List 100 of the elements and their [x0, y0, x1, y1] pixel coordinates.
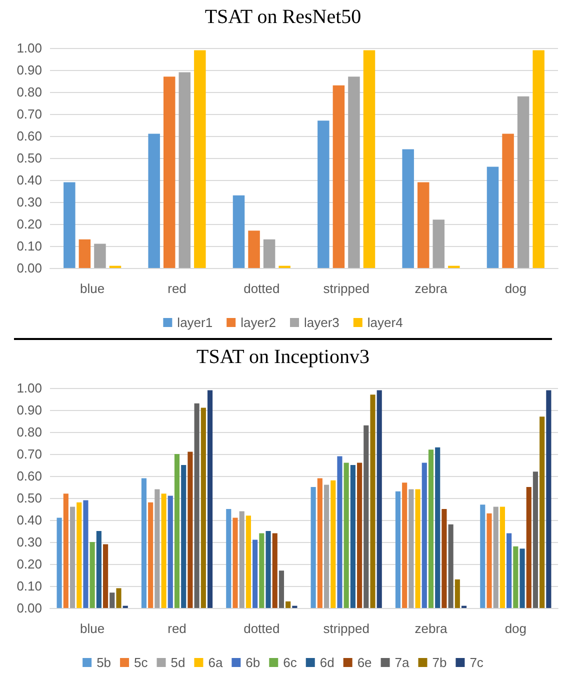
bar — [207, 390, 213, 608]
x-tick-label: dotted — [244, 281, 280, 296]
bar — [332, 85, 345, 268]
bar — [408, 489, 414, 608]
bar — [232, 195, 245, 268]
bar — [154, 489, 160, 608]
y-tick-label: 0.20 — [16, 216, 42, 232]
legend-label: 6b — [246, 655, 260, 670]
y-tick-label: 0.90 — [16, 62, 42, 78]
chart-title: TSAT on ResNet50 — [204, 6, 362, 28]
bar — [348, 76, 360, 268]
bar — [486, 513, 492, 608]
bar — [248, 230, 260, 268]
y-tick-label: 1.00 — [16, 380, 42, 396]
bar — [422, 462, 427, 608]
x-tick-label: zebra — [414, 621, 448, 636]
legend-label: 7c — [470, 655, 484, 670]
y-tick-label: 0.40 — [16, 512, 42, 528]
bar — [194, 50, 206, 268]
bar — [70, 506, 76, 608]
bar — [56, 518, 62, 608]
bar — [163, 76, 176, 268]
x-tick-label: dog — [504, 281, 527, 296]
legend-label: 5d — [170, 655, 186, 670]
bar — [246, 516, 251, 608]
x-tick-label: dog — [504, 621, 527, 636]
bar — [357, 462, 362, 608]
y-tick-label: 0.30 — [16, 534, 42, 550]
y-tick-label: 0.60 — [16, 468, 42, 484]
x-tick-label: stripped — [323, 281, 370, 296]
x-tick-label: dotted — [244, 621, 280, 636]
legend-label: 6c — [283, 655, 298, 670]
y-tick-label: 0.70 — [16, 106, 42, 122]
bar — [417, 182, 430, 268]
bar — [344, 462, 349, 608]
legend-label: 5c — [134, 655, 148, 670]
bar — [63, 494, 68, 608]
bar — [480, 504, 486, 608]
bar — [520, 548, 525, 608]
bar — [540, 416, 545, 608]
bar — [324, 484, 330, 608]
bar — [194, 403, 200, 608]
x-tick-label: red — [168, 281, 186, 296]
bar — [318, 120, 330, 268]
bar — [188, 452, 193, 608]
bar — [148, 134, 160, 268]
bar — [76, 502, 82, 608]
y-tick-label: 0.40 — [16, 172, 42, 188]
y-tick-label: 0.00 — [16, 260, 42, 276]
y-tick-label: 0.90 — [16, 402, 42, 418]
bar — [94, 244, 106, 268]
bar — [337, 456, 342, 608]
y-tick-label: 1.00 — [16, 40, 42, 56]
bar — [363, 50, 376, 268]
y-tick-label: 0.60 — [16, 128, 42, 144]
x-tick-label: blue — [80, 621, 105, 636]
bar — [506, 533, 512, 608]
bar — [442, 509, 447, 608]
bar — [110, 592, 115, 608]
legend-label: 5b — [96, 655, 112, 670]
y-tick-label: 0.20 — [16, 556, 42, 572]
legend-label: layer4 — [367, 315, 403, 330]
chart-title: TSAT on Inceptionv3 — [196, 346, 370, 368]
bar — [116, 588, 122, 608]
legend-label: layer2 — [240, 315, 276, 330]
bar — [402, 149, 414, 268]
legend-label: 6d — [320, 655, 334, 670]
x-tick-label: red — [168, 621, 186, 636]
legend-label: 7a — [394, 655, 410, 670]
y-tick-label: 0.00 — [16, 600, 42, 616]
bar — [395, 491, 401, 608]
bar — [432, 220, 445, 268]
bar — [168, 496, 173, 608]
y-tick-label: 0.80 — [16, 424, 42, 440]
bar — [174, 454, 180, 608]
x-tick-label: zebra — [414, 281, 448, 296]
y-tick-label: 0.10 — [16, 578, 42, 594]
bar — [83, 500, 88, 608]
bar — [148, 502, 154, 608]
bar — [376, 390, 382, 608]
bar — [402, 482, 408, 608]
legend-label: 6e — [357, 655, 372, 670]
bar — [493, 506, 498, 608]
bar — [370, 394, 376, 608]
bar — [532, 472, 538, 608]
legend-label: 6a — [208, 655, 224, 670]
legend-label: 7b — [432, 655, 447, 670]
y-tick-label: 0.50 — [16, 490, 42, 506]
bar — [178, 72, 191, 268]
y-tick-label: 0.70 — [16, 446, 42, 462]
bar — [90, 542, 95, 608]
x-tick-label: blue — [80, 281, 105, 296]
bar — [448, 524, 454, 608]
bar — [232, 518, 238, 608]
bar — [252, 540, 258, 608]
bar — [526, 487, 532, 608]
bar — [454, 579, 460, 608]
bar — [96, 531, 102, 608]
bar — [286, 601, 291, 608]
bar — [310, 487, 316, 608]
